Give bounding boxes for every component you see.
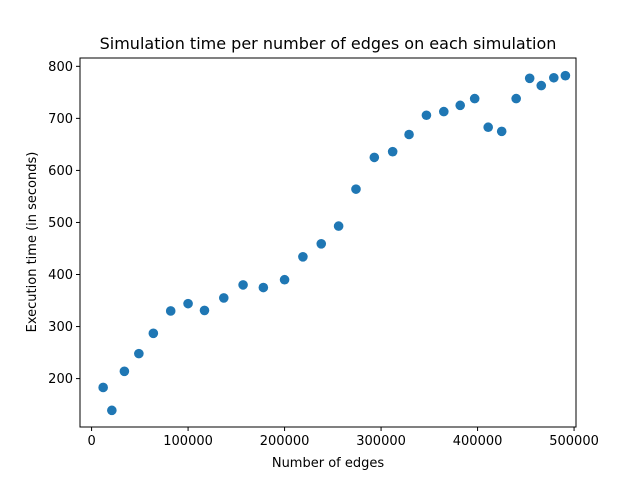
x-tick-label: 300000	[356, 434, 406, 449]
data-point	[238, 280, 248, 290]
data-point	[199, 305, 210, 316]
data-point	[438, 106, 449, 117]
data-point	[134, 348, 144, 359]
plot-area-frame	[79, 57, 577, 428]
y-axis: 200 300 400 500 600 700 800	[48, 60, 80, 387]
data-point	[421, 110, 432, 121]
data-point	[483, 122, 493, 133]
x-tick-label: 500000	[549, 434, 599, 449]
data-point	[183, 298, 193, 309]
x-axis: 0 100000 200000 300000 400000 500000	[87, 427, 599, 449]
y-tick-label: 700	[48, 112, 73, 127]
data-point	[107, 405, 117, 416]
data-point	[258, 282, 269, 293]
y-axis-label: Execution time (in seconds)	[25, 152, 40, 333]
data-point	[560, 70, 571, 81]
data-points	[98, 70, 571, 416]
y-tick-label: 200	[48, 372, 73, 387]
data-point	[369, 152, 380, 163]
data-point	[298, 252, 308, 262]
x-tick-label: 0	[87, 434, 95, 449]
data-point	[218, 293, 229, 303]
data-point	[404, 129, 414, 140]
data-point	[333, 221, 344, 231]
data-point	[279, 274, 290, 285]
data-point	[316, 239, 327, 249]
data-point	[469, 93, 480, 104]
data-point	[511, 93, 521, 104]
data-point	[524, 73, 535, 84]
data-point	[119, 366, 130, 377]
data-point	[98, 382, 108, 393]
data-point	[351, 184, 361, 194]
x-axis-label: Number of edges	[272, 456, 385, 471]
x-tick-label: 100000	[163, 434, 213, 449]
x-tick-label: 400000	[453, 434, 503, 449]
data-point	[165, 306, 176, 316]
chart-title: Simulation time per number of edges on e…	[100, 34, 557, 53]
data-point	[549, 72, 559, 83]
y-tick-label: 400	[48, 268, 73, 283]
y-tick-label: 500	[48, 216, 73, 231]
y-tick-label: 300	[48, 320, 73, 335]
data-point	[387, 146, 398, 157]
data-point	[455, 100, 466, 111]
data-point	[148, 328, 159, 339]
y-tick-label: 800	[48, 60, 73, 75]
data-point	[536, 80, 547, 91]
y-tick-label: 600	[48, 164, 73, 179]
data-point	[496, 126, 507, 137]
x-tick-label: 200000	[260, 434, 310, 449]
